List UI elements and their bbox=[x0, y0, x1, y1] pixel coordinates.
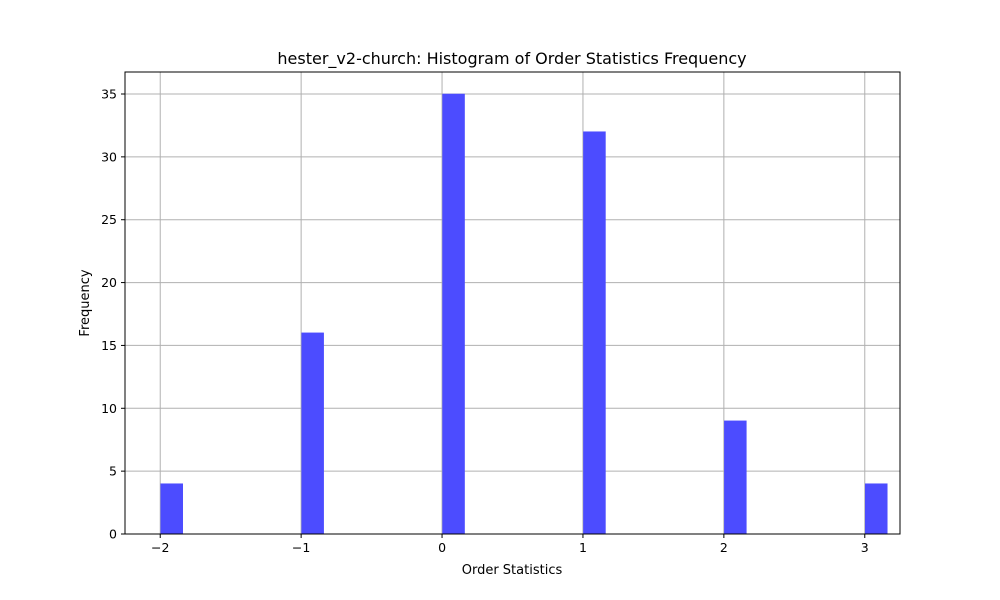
plot-frame bbox=[124, 71, 901, 535]
y-axis-ticks: 0 5 10 15 20 25 30 35 bbox=[101, 87, 125, 542]
y-tick-label: 20 bbox=[101, 275, 117, 290]
histogram-bar bbox=[865, 483, 888, 535]
y-tick-label: 10 bbox=[101, 401, 117, 416]
x-tick-label: 0 bbox=[438, 540, 446, 555]
x-tick-label: −1 bbox=[292, 540, 310, 555]
y-tick-label: 25 bbox=[101, 212, 117, 227]
histogram-bar bbox=[160, 483, 183, 535]
y-axis-label: Frequency bbox=[78, 269, 93, 336]
histogram-bar bbox=[301, 332, 324, 535]
histogram-bar bbox=[583, 131, 606, 535]
y-tick-label: 15 bbox=[101, 338, 117, 353]
grid-lines bbox=[125, 72, 900, 535]
plot-area bbox=[125, 72, 900, 534]
y-tick-label: 5 bbox=[109, 464, 117, 479]
y-tick-label: 30 bbox=[101, 149, 117, 164]
x-tick-label: 3 bbox=[861, 540, 869, 555]
x-axis-label: Order Statistics bbox=[462, 563, 563, 578]
x-tick-label: −2 bbox=[151, 540, 169, 555]
chart-title: hester_v2-church: Histogram of Order Sta… bbox=[277, 49, 746, 69]
x-tick-label: 1 bbox=[579, 540, 587, 555]
histogram-bar bbox=[724, 420, 747, 535]
y-tick-label: 35 bbox=[101, 87, 117, 102]
histogram-bar bbox=[442, 93, 465, 535]
x-axis-ticks: −2 −1 0 1 2 3 bbox=[151, 534, 869, 555]
y-tick-label: 0 bbox=[109, 527, 117, 542]
x-tick-label: 2 bbox=[720, 540, 728, 555]
